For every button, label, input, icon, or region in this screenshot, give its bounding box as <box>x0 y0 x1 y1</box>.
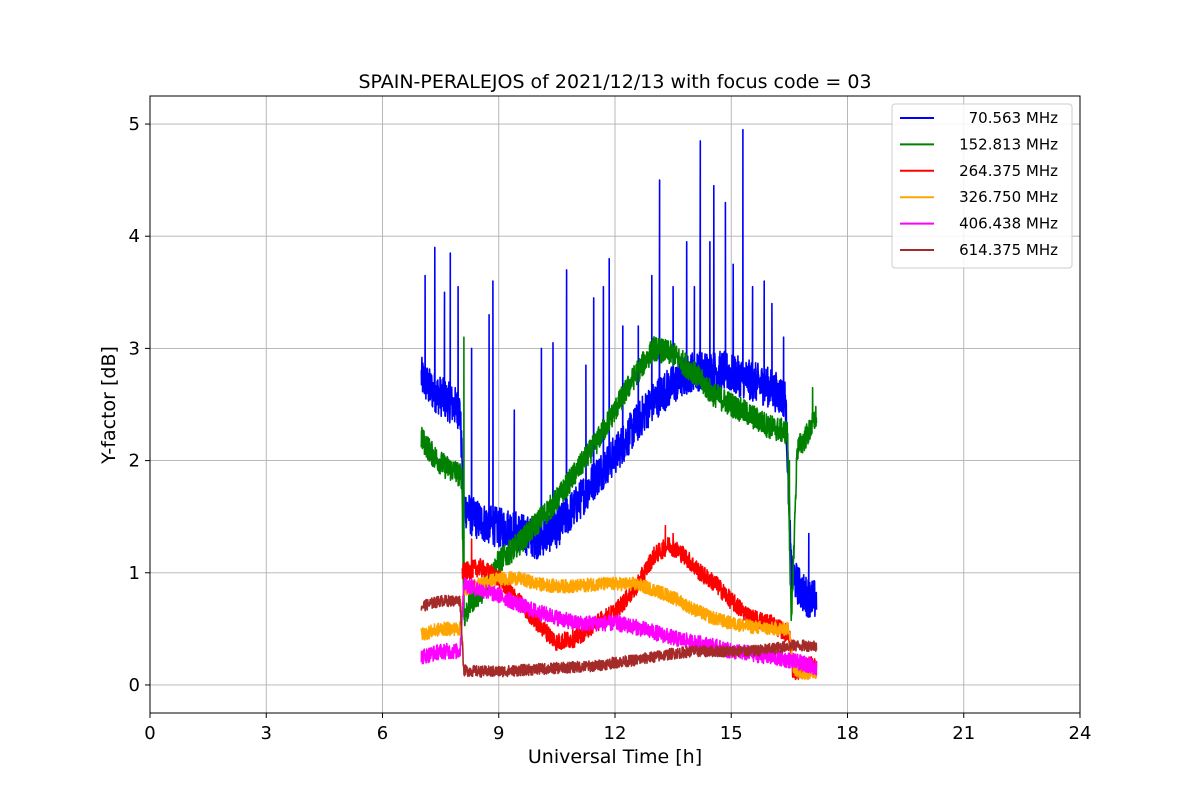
x-tick-label: 15 <box>720 723 743 744</box>
legend-label: 152.813 MHz <box>959 135 1058 153</box>
series-line-4 <box>420 571 818 681</box>
legend-box <box>891 103 1073 269</box>
legend-label: 614.375 MHz <box>959 241 1058 259</box>
y-tick-label: 2 <box>129 451 140 472</box>
x-tick-label: 18 <box>836 723 859 744</box>
y-axis-label: Y-factor [dB] <box>98 346 120 465</box>
y-tick-label: 1 <box>129 563 140 584</box>
x-tick-label: 6 <box>377 723 388 744</box>
legend-label: 70.563 MHz <box>969 109 1058 127</box>
x-tick-label: 0 <box>144 723 155 744</box>
x-tick-label: 21 <box>952 723 975 744</box>
legend: 70.563 MHz 152.813 MHz 264.375 MHz 326.750 … <box>891 103 1073 269</box>
series-line-1 <box>420 128 818 618</box>
x-tick-label: 3 <box>261 723 272 744</box>
series-layer <box>420 128 818 681</box>
legend-label: 264.375 MHz <box>959 162 1058 180</box>
legend-label: 326.750 MHz <box>959 188 1058 206</box>
y-tick-label: 0 <box>129 675 140 696</box>
x-tick-label: 12 <box>604 723 627 744</box>
x-tick-label: 9 <box>493 723 504 744</box>
series-line-6 <box>420 594 818 678</box>
legend-label: 406.438 MHz <box>959 215 1058 233</box>
y-tick-label: 5 <box>129 114 140 135</box>
chart-title: SPAIN-PERALEJOS of 2021/12/13 with focus… <box>358 71 871 93</box>
y-tick-label: 4 <box>129 226 140 247</box>
x-axis-label: Universal Time [h] <box>528 746 702 768</box>
y-tick-label: 3 <box>129 338 140 359</box>
x-tick-label: 24 <box>1069 723 1092 744</box>
